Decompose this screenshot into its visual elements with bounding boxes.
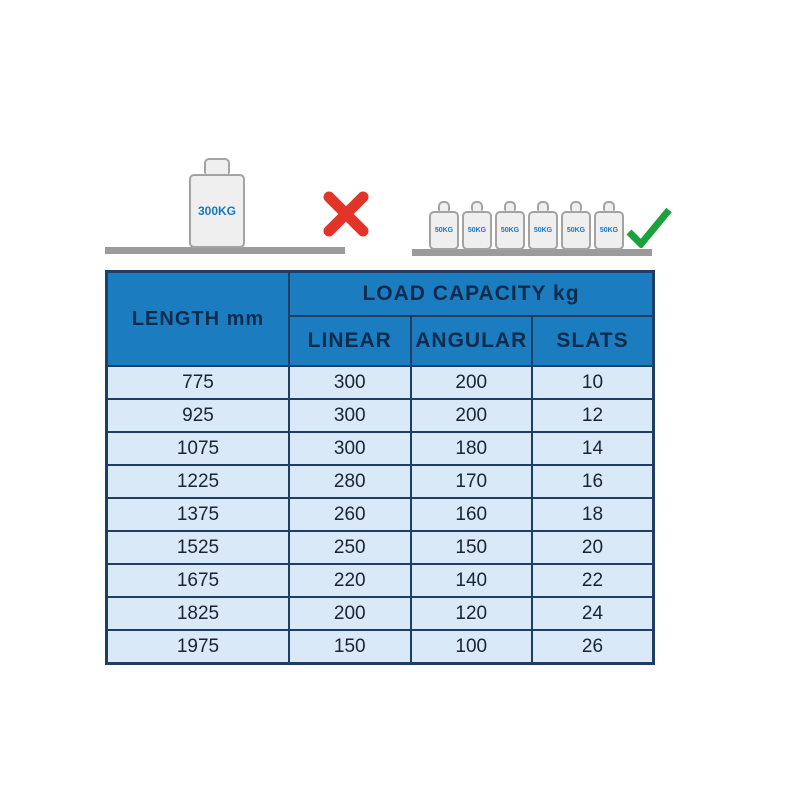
weight-body: 50KG xyxy=(594,211,624,250)
table-row: 1825 200 120 24 xyxy=(105,596,655,631)
table-cell: 22 xyxy=(531,563,655,598)
table-cell: 1225 xyxy=(105,464,290,499)
red-x-icon xyxy=(323,191,369,237)
table-cell: 775 xyxy=(105,365,290,400)
small-weight-label: 50KG xyxy=(566,227,586,234)
linear-header: LINEAR xyxy=(288,315,412,367)
header-row-1: LENGTH mm LOAD CAPACITY kg xyxy=(105,270,655,367)
small-weight-icon: 50KG xyxy=(561,201,591,250)
small-weights-group: 50KG 50KG 50KG 50KG 50KG 50KG xyxy=(429,201,624,250)
small-weight-label: 50KG xyxy=(533,227,553,234)
weight-knob-icon xyxy=(603,201,615,211)
table-cell: 280 xyxy=(288,464,412,499)
table-cell: 1075 xyxy=(105,431,290,466)
table-row: 1075 300 180 14 xyxy=(105,431,655,466)
weight-knob-icon xyxy=(438,201,450,211)
weight-body: 300KG xyxy=(189,174,245,248)
slats-header: SLATS xyxy=(531,315,655,367)
table-cell: 160 xyxy=(409,497,533,532)
table-cell: 200 xyxy=(288,596,412,631)
table-cell: 150 xyxy=(288,629,412,665)
weight-knob-icon xyxy=(504,201,516,211)
large-weight-label: 300KG xyxy=(197,204,237,218)
table-cell: 140 xyxy=(409,563,533,598)
length-header: LENGTH mm xyxy=(105,270,290,367)
table-cell: 1675 xyxy=(105,563,290,598)
table-cell: 260 xyxy=(288,497,412,532)
table-cell: 26 xyxy=(531,629,655,665)
table-body: 775 300 200 10 925 300 200 12 1075 300 180 14 1225 28… xyxy=(105,365,655,665)
table-cell: 12 xyxy=(531,398,655,433)
table-cell: 220 xyxy=(288,563,412,598)
weight-knob-icon xyxy=(204,158,230,174)
weight-body: 50KG xyxy=(462,211,492,250)
table-cell: 1525 xyxy=(105,530,290,565)
table-cell: 180 xyxy=(409,431,533,466)
header-row-2: LINEAR ANGULAR SLATS xyxy=(107,315,655,367)
load-capacity-table: LENGTH mm LOAD CAPACITY kg LINEAR ANGULA… xyxy=(105,270,655,665)
weight-body: 50KG xyxy=(561,211,591,250)
small-weight-label: 50KG xyxy=(467,227,487,234)
small-weight-icon: 50KG xyxy=(495,201,525,250)
small-weight-label: 50KG xyxy=(500,227,520,234)
table-cell: 16 xyxy=(531,464,655,499)
large-weight-icon: 300KG xyxy=(189,158,245,248)
table-cell: 20 xyxy=(531,530,655,565)
table-cell: 24 xyxy=(531,596,655,631)
table-cell: 200 xyxy=(409,365,533,400)
table-head: LENGTH mm LOAD CAPACITY kg LINEAR ANGULA… xyxy=(105,270,655,367)
weight-knob-icon xyxy=(537,201,549,211)
green-check-icon xyxy=(626,207,672,248)
angular-header: ANGULAR xyxy=(409,315,533,367)
table-cell: 300 xyxy=(288,398,412,433)
table-cell: 300 xyxy=(288,431,412,466)
table-cell: 250 xyxy=(288,530,412,565)
table-cell: 300 xyxy=(288,365,412,400)
right-shelf xyxy=(412,249,652,256)
table-cell: 200 xyxy=(409,398,533,433)
weight-body: 50KG xyxy=(429,211,459,250)
table-row: 925 300 200 12 xyxy=(105,398,655,433)
table-row: 1375 260 160 18 xyxy=(105,497,655,532)
weight-body: 50KG xyxy=(495,211,525,250)
small-weight-label: 50KG xyxy=(599,227,619,234)
weight-knob-icon xyxy=(570,201,582,211)
small-weight-icon: 50KG xyxy=(528,201,558,250)
small-weight-label: 50KG xyxy=(434,227,454,234)
weight-body: 50KG xyxy=(528,211,558,250)
table-row: 775 300 200 10 xyxy=(105,365,655,400)
table-cell: 925 xyxy=(105,398,290,433)
load-capacity-header: LOAD CAPACITY kg xyxy=(288,270,655,317)
small-weight-icon: 50KG xyxy=(594,201,624,250)
small-weight-icon: 50KG xyxy=(429,201,459,250)
table-row: 1225 280 170 16 xyxy=(105,464,655,499)
table-cell: 14 xyxy=(531,431,655,466)
table-row: 1675 220 140 22 xyxy=(105,563,655,598)
table-row: 1975 150 100 26 xyxy=(105,629,655,665)
table-cell: 100 xyxy=(409,629,533,665)
table-cell: 1825 xyxy=(105,596,290,631)
table-cell: 1375 xyxy=(105,497,290,532)
table-cell: 150 xyxy=(409,530,533,565)
table-cell: 1975 xyxy=(105,629,290,665)
table-row: 1525 250 150 20 xyxy=(105,530,655,565)
table-cell: 18 xyxy=(531,497,655,532)
weight-knob-icon xyxy=(471,201,483,211)
table-cell: 170 xyxy=(409,464,533,499)
table-cell: 120 xyxy=(409,596,533,631)
left-shelf xyxy=(105,247,345,254)
table-cell: 10 xyxy=(531,365,655,400)
small-weight-icon: 50KG xyxy=(462,201,492,250)
